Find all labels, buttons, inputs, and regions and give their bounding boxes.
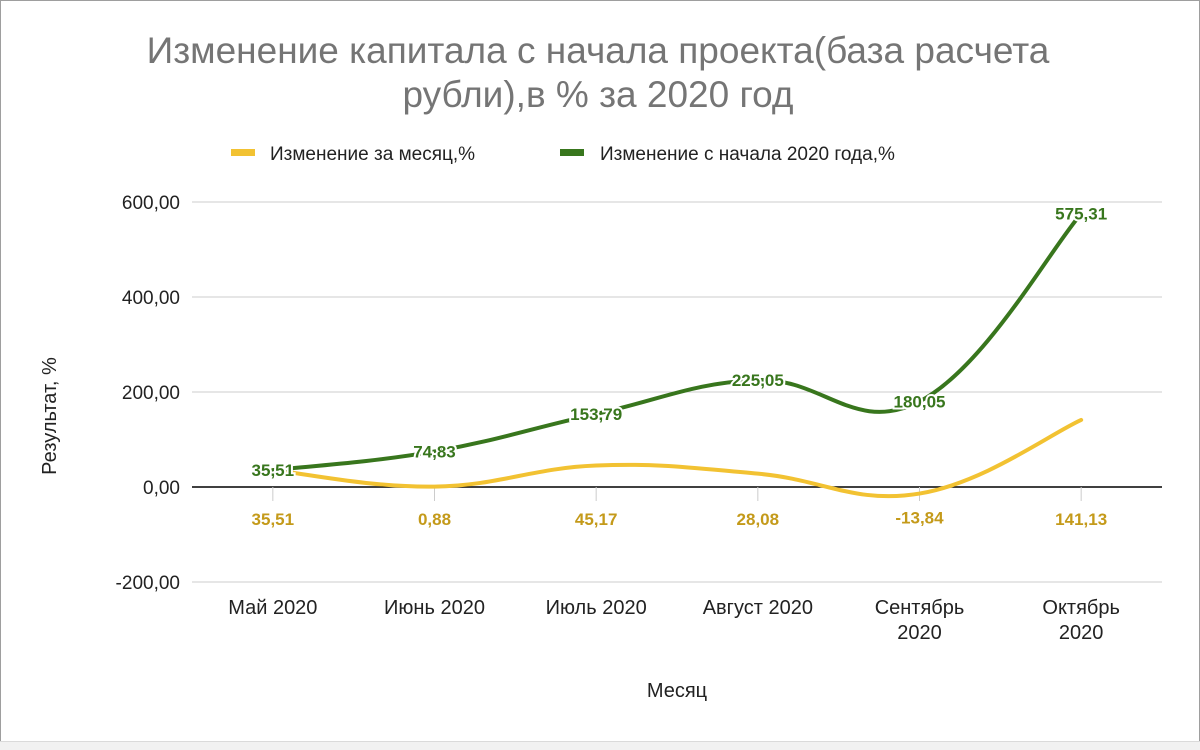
x-tick-marks	[272, 487, 1082, 501]
x-tick-label: Сентябрь	[875, 597, 965, 619]
data-label-ytd: 225,05	[732, 371, 784, 390]
data-label-halo: 153,79	[570, 405, 622, 424]
x-tick-label: Июль 2020	[546, 597, 647, 619]
data-label-monthly: 35,51	[252, 510, 295, 529]
data-label-halo: 74,83	[413, 442, 456, 461]
data-label-halo: 35,51	[252, 461, 295, 480]
legend-swatch-ytd	[560, 149, 584, 156]
x-axis-title: Месяц	[647, 680, 707, 702]
data-label-ytd: 153,79	[570, 405, 622, 424]
series-lines	[270, 211, 1084, 499]
legend-label-monthly: Изменение за месяц,%	[270, 144, 475, 165]
data-label-halo: 0,88	[418, 510, 451, 529]
data-label-halo: 225,05	[732, 371, 784, 390]
x-tick-label: Май 2020	[228, 597, 317, 619]
x-tick-label: Октябрь	[1042, 597, 1120, 619]
x-tick-label: 2020	[897, 622, 942, 644]
y-tick-label: 600,00	[122, 193, 180, 214]
y-tick-label: 200,00	[122, 383, 180, 404]
data-label-monthly: 45,17	[575, 510, 618, 529]
legend-label-ytd: Изменение с начала 2020 года,%	[600, 144, 895, 165]
data-label-halo: 28,08	[737, 510, 780, 529]
x-tick-label: Июнь 2020	[384, 597, 485, 619]
y-tick-label: 0,00	[143, 478, 180, 499]
legend-swatch-monthly	[231, 149, 255, 156]
series-line-monthly	[270, 417, 1084, 499]
y-tick-labels: -200,00 0,00 200,00 400,00 600,00	[116, 193, 180, 594]
legend: Изменение за месяц,% Изменение с начала …	[231, 144, 895, 165]
data-label-ytd: 74,83	[413, 442, 456, 461]
y-tick-label: -200,00	[116, 573, 180, 594]
data-label-monthly: 28,08	[737, 510, 780, 529]
chart-title-line-2: рубли),в % за 2020 год	[402, 74, 793, 115]
data-label-monthly: 141,13	[1055, 510, 1107, 529]
data-label-ytd: 35,51	[252, 461, 295, 480]
x-tick-label: Август 2020	[703, 597, 813, 619]
data-label-monthly: 0,88	[418, 510, 451, 529]
bottom-strip	[0, 741, 1200, 750]
data-label-halo: 180,05	[894, 392, 946, 411]
gridlines	[192, 201, 1162, 583]
y-tick-label: 400,00	[122, 288, 180, 309]
data-label-halo: 141,13	[1055, 510, 1107, 529]
data-label-halo: -13,84	[895, 509, 944, 528]
data-label-ytd: 180,05	[894, 392, 946, 411]
data-label-halo: 45,17	[575, 510, 618, 529]
y-axis-title: Результат, %	[39, 357, 61, 475]
x-tick-label: 2020	[1059, 622, 1104, 644]
chart-title-line-1: Изменение капитала с начала проекта(база…	[147, 30, 1050, 71]
data-label-halo: 35,51	[252, 510, 295, 529]
data-label-ytd: 575,31	[1055, 205, 1107, 224]
series-line-ytd	[270, 211, 1084, 473]
data-label-halo: 575,31	[1055, 205, 1107, 224]
x-tick-labels: Май 2020 Июнь 2020 Июль 2020 Август 2020 Сен…	[228, 597, 1120, 644]
data-label-monthly: -13,84	[895, 509, 944, 528]
